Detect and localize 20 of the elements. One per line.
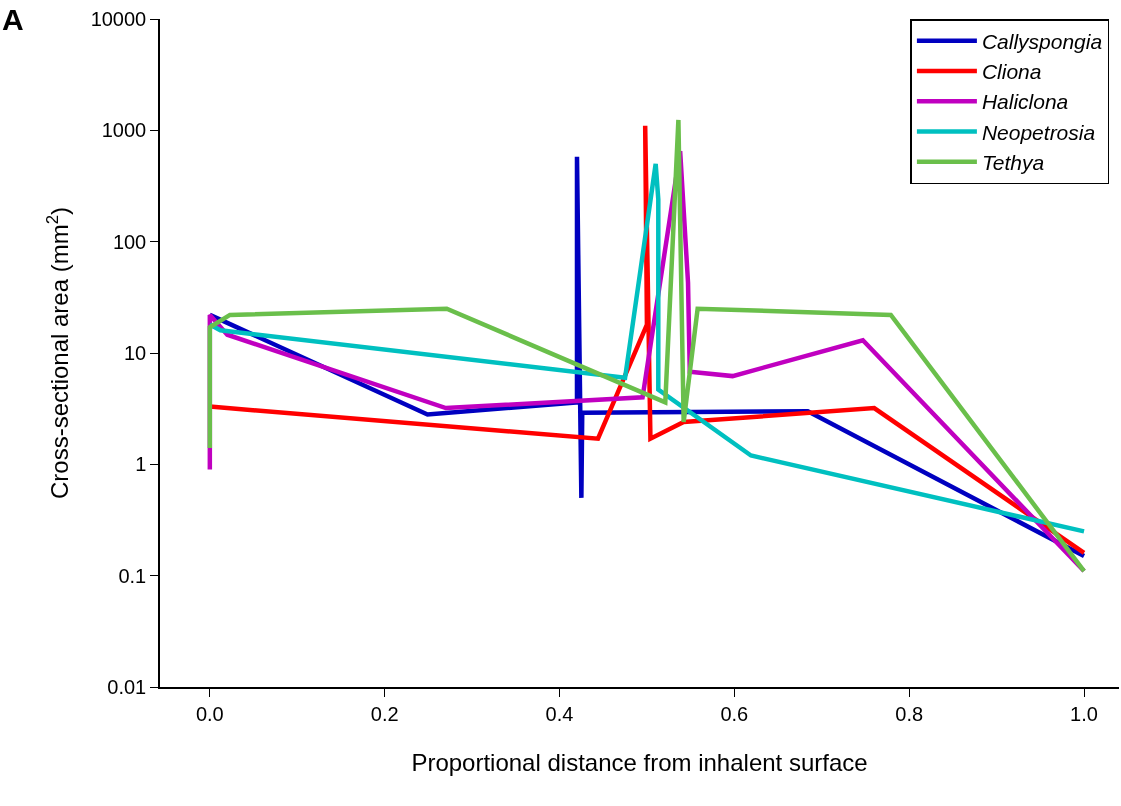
y-tick-label: 0.01	[107, 676, 147, 698]
y-tick-label: 10000	[90, 8, 147, 30]
legend-label: Callyspongia	[981, 29, 1103, 53]
x-axis-title: Proportional distance from inhalent surface	[411, 748, 868, 776]
legend-label: Neopetrosia	[981, 120, 1096, 144]
x-tick-label: 0.2	[370, 702, 399, 725]
x-tick-label: 0.6	[720, 702, 749, 725]
legend-label: Tethya	[981, 151, 1045, 175]
y-tick-label: 1	[135, 453, 147, 476]
x-tick-label: 0.0	[195, 702, 224, 725]
y-tick-label: 100	[112, 230, 147, 253]
y-tick-label: 0.1	[118, 564, 147, 587]
text: A	[2, 3, 24, 36]
x-tick-label: 0.4	[545, 702, 574, 725]
x-tick-label: 0.8	[895, 702, 924, 725]
legend-label: Cliona	[981, 60, 1042, 84]
legend-label: Haliclona	[981, 90, 1069, 114]
y-tick-label: 10	[124, 342, 147, 364]
x-tick-label: 1.0	[1070, 702, 1098, 725]
y-tick-label: 1000	[101, 119, 147, 142]
